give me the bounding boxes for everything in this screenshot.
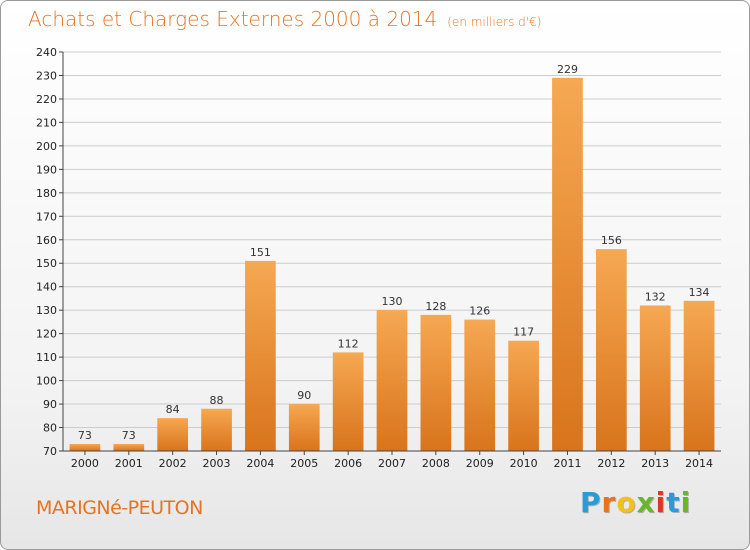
- x-tick-label: 2008: [422, 457, 450, 470]
- value-label: 73: [122, 429, 136, 442]
- chart-title: Achats et Charges Externes 2000 à 2014 (e…: [28, 7, 541, 31]
- bar-2013: [639, 305, 671, 451]
- y-tick-label: 110: [36, 351, 57, 364]
- x-tick-label: 2013: [641, 457, 669, 470]
- logo-letter: t: [666, 486, 681, 519]
- value-label: 73: [78, 429, 92, 442]
- bar-2010: [508, 340, 539, 451]
- bar-2012: [595, 249, 627, 451]
- y-tick-label: 90: [43, 398, 57, 411]
- y-tick-label: 130: [36, 304, 57, 317]
- value-label: 229: [557, 63, 578, 76]
- value-label: 88: [210, 394, 224, 407]
- y-tick-label: 140: [36, 281, 57, 294]
- bar-2009: [464, 319, 496, 451]
- y-tick-label: 180: [36, 187, 57, 200]
- value-label: 156: [601, 234, 622, 247]
- commune-name: MARIGNé-PEUTON: [36, 497, 203, 519]
- x-tick-label: 2009: [466, 457, 494, 470]
- y-tick-label: 70: [43, 445, 57, 458]
- x-tick-label: 2002: [159, 457, 187, 470]
- x-tick-label: 2014: [685, 457, 713, 470]
- y-tick-label: 220: [36, 93, 57, 106]
- bar-2007: [376, 310, 408, 451]
- x-tick-label: 2006: [334, 457, 362, 470]
- logo-letter: x: [636, 486, 656, 519]
- x-tick-label: 2001: [115, 457, 143, 470]
- y-tick-label: 120: [36, 328, 57, 341]
- x-tick-label: 2000: [71, 457, 99, 470]
- bar-2002: [157, 418, 189, 451]
- x-tick-label: 2012: [597, 457, 625, 470]
- y-tick-label: 100: [36, 375, 57, 388]
- labels: 7080901001101201301401501601701801902002…: [36, 46, 713, 470]
- bar-2000: [69, 443, 101, 451]
- logo-letter: o: [616, 486, 637, 519]
- value-label: 132: [645, 290, 666, 303]
- x-tick-label: 2010: [510, 457, 538, 470]
- bars: [69, 77, 715, 451]
- value-label: 90: [297, 389, 311, 402]
- x-tick-label: 2003: [203, 457, 231, 470]
- x-tick-label: 2011: [553, 457, 581, 470]
- bar-2006: [332, 352, 364, 451]
- x-tick-label: 2005: [290, 457, 318, 470]
- logo-letter: P: [580, 486, 602, 519]
- value-label: 117: [513, 326, 534, 339]
- logo-letter: r: [601, 486, 617, 519]
- y-tick-label: 190: [36, 163, 57, 176]
- bar-2003: [201, 408, 232, 451]
- proxiti-logo: Proxiti: [580, 486, 691, 519]
- axes: [59, 51, 721, 455]
- chart-title-main: Achats et Charges Externes 2000 à 2014: [28, 7, 438, 31]
- chart-title-unit: (en milliers d'€): [447, 15, 542, 29]
- value-label: 130: [382, 295, 403, 308]
- bar-2001: [113, 443, 145, 451]
- value-label: 128: [425, 300, 446, 313]
- y-tick-label: 150: [36, 257, 57, 270]
- logo-letter: i: [680, 486, 692, 519]
- y-tick-label: 170: [36, 210, 57, 223]
- y-tick-label: 80: [43, 422, 57, 435]
- bar-2011: [552, 77, 583, 451]
- bar-2014: [683, 300, 715, 451]
- y-tick-label: 210: [36, 116, 57, 129]
- value-label: 126: [469, 305, 490, 318]
- value-label: 134: [689, 286, 710, 299]
- logo-letter: i: [655, 486, 667, 519]
- bar-2004: [245, 260, 276, 451]
- value-label: 84: [166, 403, 180, 416]
- x-tick-label: 2004: [246, 457, 274, 470]
- y-tick-label: 240: [36, 46, 57, 59]
- x-tick-label: 2007: [378, 457, 406, 470]
- value-label: 151: [250, 246, 271, 259]
- bar-2005: [288, 404, 320, 451]
- bar-2008: [420, 314, 452, 451]
- y-tick-label: 160: [36, 234, 57, 247]
- y-tick-label: 230: [36, 69, 57, 82]
- value-label: 112: [338, 337, 359, 350]
- y-tick-label: 200: [36, 140, 57, 153]
